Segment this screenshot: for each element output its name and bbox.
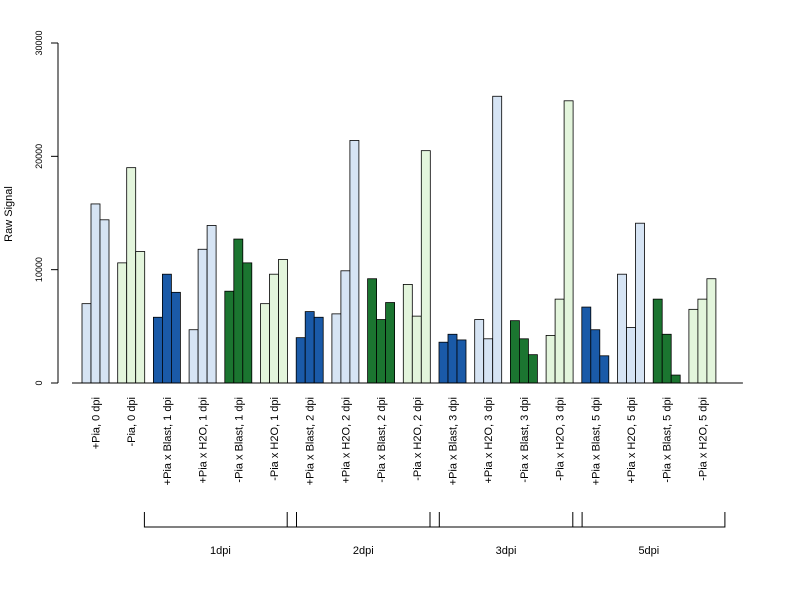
x-tick-label: -Pia x Blast, 1 dpi — [233, 397, 245, 483]
bar — [528, 354, 538, 384]
group-label: 2dpi — [353, 545, 374, 557]
x-tick-label: +Pia x Blast, 1 dpi — [162, 397, 174, 485]
bar — [197, 248, 208, 384]
group-label: 3dpi — [496, 545, 517, 557]
x-tick-label: -Pia x Blast, 5 dpi — [662, 397, 674, 483]
bar — [661, 333, 672, 384]
bar — [447, 333, 458, 384]
bar — [278, 259, 288, 384]
bar — [652, 298, 663, 384]
x-tick-label: +Pia x H2O, 5 dpi — [626, 397, 638, 484]
x-tick-label: -Pia x Blast, 3 dpi — [519, 397, 531, 483]
y-tick-label: 30000 — [34, 30, 44, 55]
bar — [99, 219, 110, 384]
bar — [224, 290, 235, 384]
bar — [474, 319, 485, 384]
bar — [670, 374, 681, 384]
group-bracket — [286, 512, 440, 528]
bar — [313, 316, 324, 384]
bar — [688, 308, 699, 384]
bar — [635, 222, 645, 384]
bar — [456, 339, 467, 384]
bar — [545, 334, 556, 384]
bar — [161, 273, 172, 384]
bar — [126, 167, 137, 384]
bar — [563, 100, 574, 384]
group-bracket — [572, 512, 726, 528]
bar — [206, 225, 217, 384]
x-tick-label: +Pia x Blast, 2 dpi — [305, 397, 317, 485]
bar — [90, 203, 101, 384]
bar — [483, 338, 494, 384]
bar — [188, 329, 199, 384]
bar — [519, 338, 529, 384]
y-axis: 0 10000 20000 30000 — [34, 30, 59, 386]
bar — [117, 262, 128, 384]
bar — [170, 291, 181, 384]
bar — [349, 140, 360, 384]
bar — [340, 270, 351, 384]
bar — [402, 283, 413, 384]
group-label: 5dpi — [638, 545, 659, 557]
x-tick-label: +Pia x Blast, 5 dpi — [590, 397, 602, 485]
group-bracket — [429, 512, 583, 528]
bar — [233, 238, 244, 384]
bar — [295, 337, 306, 384]
x-tick-label: +Pia x Blast, 3 dpi — [448, 397, 460, 485]
bar — [411, 315, 422, 384]
x-tick-label: -Pia, 0 dpi — [126, 397, 138, 447]
bar — [331, 313, 342, 384]
x-tick-label: +Pia x H2O, 1 dpi — [198, 397, 210, 484]
bar — [438, 341, 449, 384]
bar — [385, 302, 396, 384]
x-tick-label: +Pia x H2O, 2 dpi — [340, 397, 352, 484]
bar — [617, 273, 627, 384]
bar — [420, 150, 431, 384]
bar — [599, 355, 610, 384]
bar — [590, 329, 601, 384]
x-tick-label: -Pia x Blast, 2 dpi — [376, 397, 388, 483]
x-tick-label: -Pia x H2O, 5 dpi — [697, 397, 709, 481]
bar — [376, 319, 387, 384]
group-brackets: 1dpi 2dpi 3dpi 5dpi — [143, 512, 726, 557]
bar — [581, 306, 592, 384]
bar — [554, 298, 565, 384]
y-axis-label: Raw Signal — [3, 186, 15, 242]
x-tick-label: +Pia x H2O, 3 dpi — [483, 397, 495, 484]
bar — [367, 278, 378, 384]
bar — [135, 251, 146, 384]
x-axis: +Pia, 0 dpi -Pia, 0 dpi +Pia x Blast, 1 dp… — [72, 382, 743, 485]
bar — [697, 298, 708, 384]
y-tick-label: 10000 — [34, 257, 44, 282]
bars-layer — [81, 95, 717, 384]
bar — [706, 278, 717, 384]
x-tick-label: -Pia x H2O, 2 dpi — [412, 397, 424, 481]
bar — [260, 303, 270, 384]
bar — [492, 95, 503, 384]
bar — [81, 303, 92, 384]
bar — [509, 320, 520, 384]
x-tick-label: -Pia x H2O, 3 dpi — [555, 397, 567, 481]
bar — [269, 273, 279, 384]
bar — [304, 311, 315, 384]
group-bracket — [143, 512, 297, 528]
bar — [626, 327, 636, 384]
y-tick-label: 20000 — [34, 144, 44, 169]
x-tick-label: +Pia, 0 dpi — [91, 397, 103, 449]
bar — [152, 316, 163, 384]
bar — [242, 262, 253, 384]
group-label: 1dpi — [210, 545, 231, 557]
x-tick-label: -Pia x H2O, 1 dpi — [269, 397, 281, 481]
y-tick-label: 0 — [34, 380, 44, 385]
